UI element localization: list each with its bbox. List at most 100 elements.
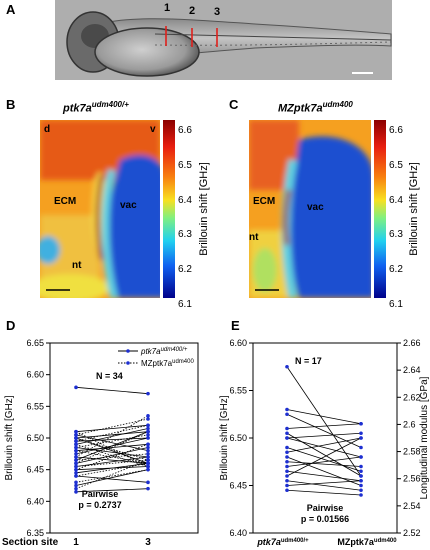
- paired-line: [286, 413, 362, 448]
- paired-line: [75, 456, 149, 464]
- chart-d-stats: Pairwise: [82, 489, 119, 499]
- paired-line: [75, 462, 149, 474]
- data-point: [146, 464, 150, 469]
- data-point: [285, 450, 289, 455]
- paired-line: [75, 488, 149, 493]
- paired-line: [286, 432, 362, 439]
- chart-e-xtick: MZptk7audm400: [337, 537, 397, 547]
- data-point: [285, 426, 289, 431]
- panel-b-title: ptk7audm400/+: [63, 100, 129, 115]
- data-point: [285, 483, 289, 488]
- data-point: [74, 483, 78, 488]
- data-point: [146, 445, 150, 450]
- paired-line: [75, 469, 149, 483]
- data-point: [74, 436, 78, 440]
- y2-tick-label: 2.58: [403, 447, 421, 457]
- paired-line: [75, 462, 149, 477]
- y-tick-label: 6.55: [229, 386, 247, 396]
- colorbar-b: [163, 120, 175, 298]
- data-point: [285, 469, 289, 474]
- paired-line: [75, 431, 149, 467]
- y-tick-label: 6.45: [229, 481, 247, 491]
- data-point: [74, 480, 78, 485]
- paired-line: [75, 431, 149, 461]
- data-point: [285, 364, 289, 369]
- paired-line: [75, 437, 149, 461]
- panel-d-label: D: [6, 318, 16, 333]
- data-point: [146, 391, 150, 396]
- chart-d-xtick: 3: [145, 537, 151, 548]
- data-point: [285, 436, 289, 440]
- paired-line: [75, 475, 149, 483]
- data-point: [74, 442, 78, 447]
- chart-e-y2label: Longitudinal modulus [GPa]: [419, 376, 430, 499]
- y2-tick-label: 2.54: [403, 501, 421, 511]
- paired-line: [75, 453, 149, 461]
- data-point: [146, 452, 150, 456]
- label-vac: vac: [307, 202, 324, 213]
- y-tick-label: 6.35: [26, 528, 44, 538]
- paired-line: [286, 366, 362, 477]
- data-point: [146, 417, 150, 421]
- paired-line: [75, 443, 149, 467]
- panel-a-label: A: [6, 2, 16, 17]
- data-point: [146, 461, 150, 466]
- label-ventral: v: [150, 124, 156, 135]
- paired-line: [75, 437, 149, 442]
- chart-e-xtick: ptk7audm400/+: [256, 537, 309, 547]
- paired-line: [75, 418, 149, 436]
- paired-line: [75, 434, 149, 448]
- data-point: [74, 448, 78, 453]
- paired-line: [286, 437, 362, 453]
- panel-c-title: MZptk7audm400: [278, 100, 353, 115]
- paired-line: [75, 447, 149, 458]
- paired-line: [286, 437, 362, 477]
- panel-e-label: E: [231, 318, 240, 333]
- data-point: [74, 461, 78, 466]
- zebrafish-micrograph: 1 2 3: [55, 0, 392, 80]
- colorbar-c-label: Brillouin shift [GHz]: [408, 162, 420, 256]
- chart-d-frame: [49, 342, 199, 534]
- label-vac: vac: [120, 200, 137, 211]
- data-point: [146, 423, 150, 428]
- panel-c-label: C: [229, 97, 239, 112]
- paired-line: [286, 470, 362, 482]
- data-point: [146, 436, 150, 440]
- colorbar-b-tick: 6.5: [178, 159, 192, 171]
- data-point: [74, 467, 78, 472]
- paired-line: [286, 480, 362, 491]
- paired-line: [75, 431, 149, 464]
- legend-entry-wildtype: ptk7audm400/+: [140, 347, 188, 356]
- colorbar-c: [374, 120, 386, 298]
- section-mark-2: 2: [189, 5, 196, 17]
- colorbar-c-tick: 6.4: [389, 194, 403, 206]
- y-tick-label: 6.40: [26, 496, 44, 506]
- paired-line: [286, 437, 362, 458]
- section-mark-1: 1: [164, 2, 171, 14]
- data-point: [359, 483, 363, 488]
- colorbar-c-tick: 6.1: [389, 298, 403, 310]
- y-tick-label: 6.50: [229, 433, 247, 443]
- colorbar-c-tick: 6.6: [389, 125, 403, 136]
- colorbar-b-tick: 6.6: [178, 125, 192, 136]
- data-point: [146, 414, 150, 418]
- data-point: [74, 445, 78, 450]
- y-tick-label: 6.55: [26, 401, 44, 411]
- label-ecm: ECM: [253, 196, 276, 207]
- data-point: [146, 467, 150, 472]
- paired-line: [286, 447, 362, 472]
- data-point: [146, 458, 150, 462]
- y-tick-label: 6.45: [26, 465, 44, 475]
- colorbar-c-tick: 6.2: [389, 264, 403, 276]
- data-point: [359, 464, 363, 469]
- data-point: [146, 455, 150, 459]
- data-point: [74, 385, 78, 390]
- data-point: [359, 478, 363, 483]
- chart-d-xtick: 1: [73, 537, 79, 548]
- chart-d-ylabel: Brillouin shift [GHz]: [4, 395, 15, 480]
- colorbar-c-ticks: 6.6 6.5 6.4 6.3 6.2 6.1: [389, 114, 403, 323]
- section-mark-3: 3: [214, 6, 221, 18]
- brillouin-heatmap-b: [40, 120, 160, 298]
- paired-line: [75, 447, 149, 464]
- brillouin-map-wildtype: d v ECM vac nt: [40, 120, 160, 298]
